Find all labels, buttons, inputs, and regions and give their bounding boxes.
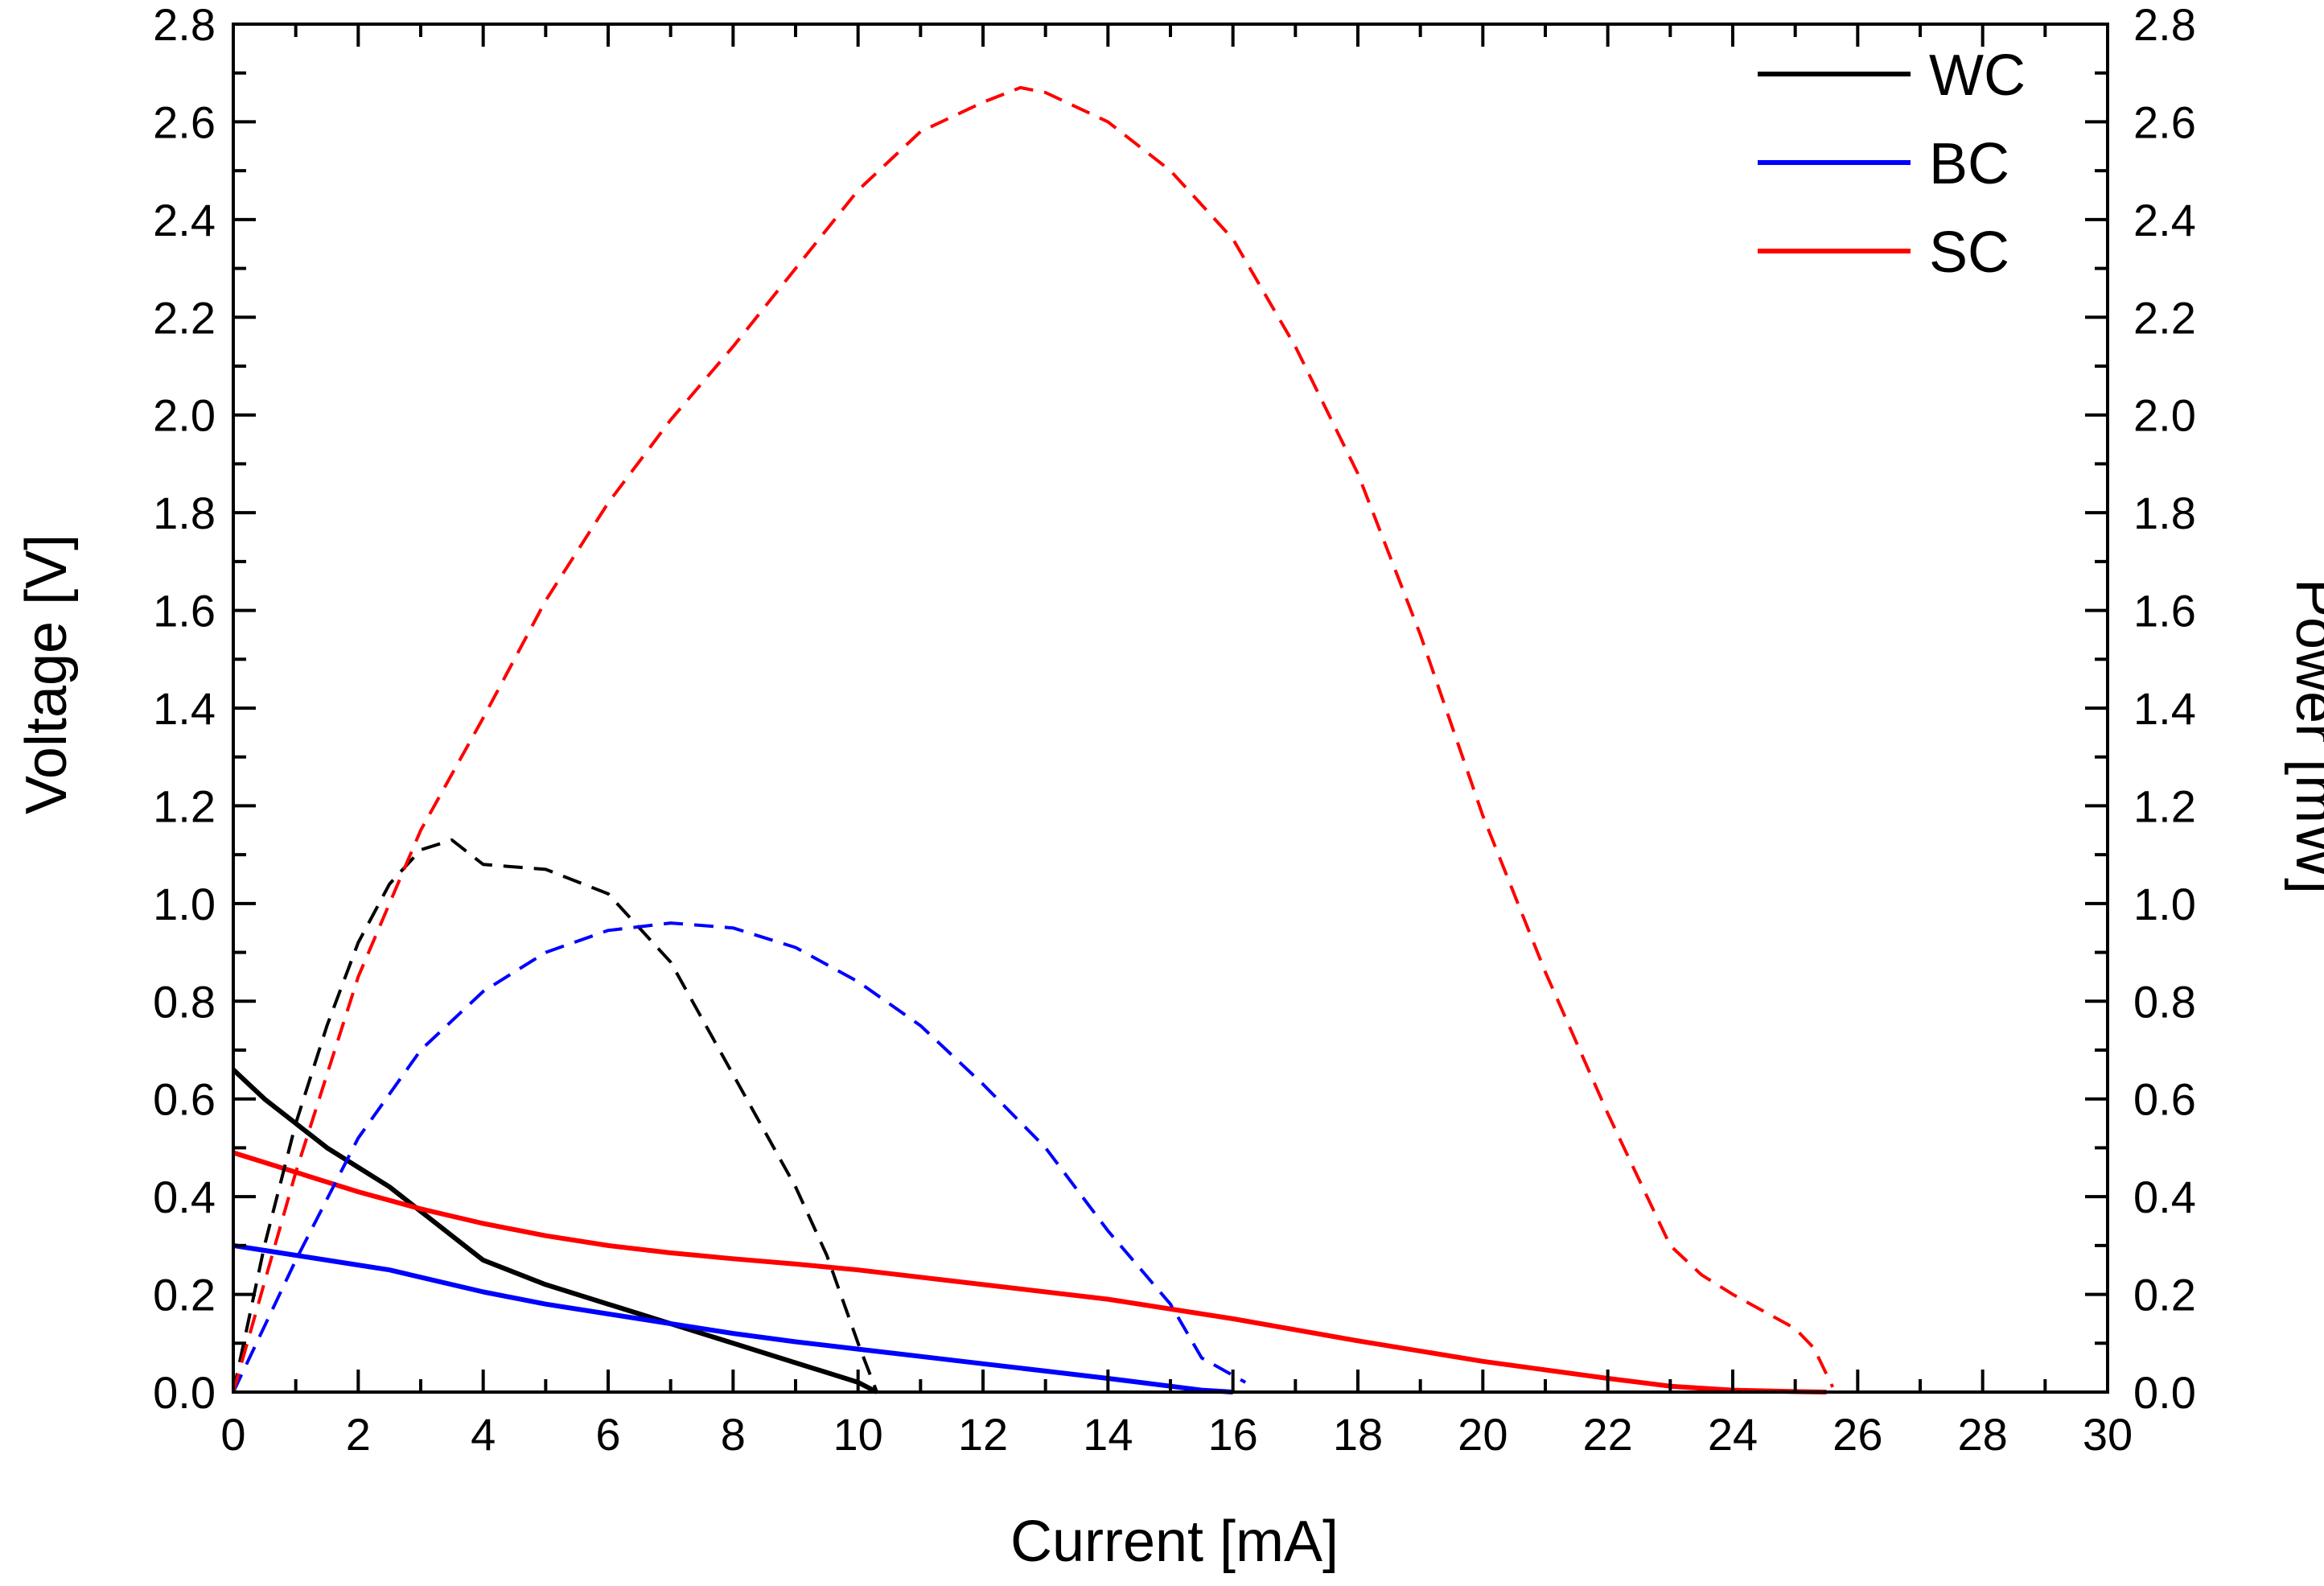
axes-layer: 0 2 4 6 8 10 12 14 16 18 20 22 24 26 28 300.0 0.00.2 0.20… <box>153 0 2196 1460</box>
x-tick-label: 18 <box>1333 1409 1383 1460</box>
y-left-tick-label: 0.2 <box>153 1270 216 1320</box>
plot-frame <box>232 23 2109 1394</box>
y-right-tick-label: 0.8 <box>2133 976 2196 1027</box>
x-tick-label: 4 <box>471 1409 496 1460</box>
y-right-tick-label: 2.8 <box>2133 0 2196 50</box>
y-right-tick-label: 0.2 <box>2133 1270 2196 1320</box>
legend-label-wc: WC <box>1929 43 2026 108</box>
series-line-sc <box>232 1150 1827 1394</box>
x-axis-title: Current [mA] <box>1010 1510 1339 1574</box>
x-tick-label: 8 <box>721 1409 746 1460</box>
y-right-tick-label: 2.4 <box>2133 195 2196 245</box>
y-right-tick-label: 1.4 <box>2133 683 2196 734</box>
y-left-tick-label: 1.6 <box>153 586 216 636</box>
y-left-tick-label: 1.2 <box>153 781 216 831</box>
y-left-tick-label: 0.6 <box>153 1074 216 1125</box>
legend: WC BC SC <box>1758 43 2026 285</box>
series-line-bc-power <box>232 921 1247 1393</box>
y-left-tick-label: 1.8 <box>153 488 216 538</box>
y-right-tick-label: 0.0 <box>2133 1367 2196 1418</box>
x-tick-label: 30 <box>2083 1409 2133 1460</box>
y-left-tick-label: 0.0 <box>153 1367 216 1418</box>
x-tick-label: 28 <box>1958 1409 2008 1460</box>
y-axis-title-right: Power [mW] <box>2284 579 2324 894</box>
series-layer <box>231 85 1835 1394</box>
x-tick-label: 10 <box>833 1409 883 1460</box>
y-right-tick-label: 2.2 <box>2133 292 2196 343</box>
x-tick-label: 26 <box>1832 1409 1882 1460</box>
y-right-tick-label: 1.0 <box>2133 879 2196 929</box>
y-left-tick-label: 1.4 <box>153 683 216 734</box>
y-right-tick-label: 2.0 <box>2133 390 2196 441</box>
x-tick-label: 14 <box>1083 1409 1133 1460</box>
y-left-tick-label: 2.2 <box>153 292 216 343</box>
x-tick-label: 12 <box>958 1409 1008 1460</box>
x-tick-label: 24 <box>1708 1409 1758 1460</box>
y-left-tick-label: 2.4 <box>153 195 216 245</box>
series-line-wc <box>231 1068 878 1394</box>
y-left-tick-label: 2.8 <box>153 0 216 50</box>
y-left-tick-label: 2.0 <box>153 390 216 441</box>
x-tick-label: 0 <box>220 1409 245 1460</box>
y-right-tick-label: 1.2 <box>2133 781 2196 831</box>
x-tick-label: 6 <box>595 1409 620 1460</box>
y-left-tick-label: 1.0 <box>153 879 216 929</box>
y-right-tick-label: 0.6 <box>2133 1074 2196 1125</box>
x-tick-label: 2 <box>346 1409 371 1460</box>
legend-label-sc: SC <box>1929 220 2009 285</box>
y-right-tick-label: 0.4 <box>2133 1172 2196 1222</box>
y-right-tick-label: 1.6 <box>2133 586 2196 636</box>
x-tick-label: 20 <box>1458 1409 1508 1460</box>
y-axis-title-left: Voltage [V] <box>14 534 79 814</box>
y-right-tick-label: 1.8 <box>2133 488 2196 538</box>
series-line-sc-power <box>232 85 1835 1393</box>
y-left-tick-label: 2.6 <box>153 97 216 147</box>
x-tick-label: 22 <box>1583 1409 1633 1460</box>
series-line-wc-power <box>232 838 878 1393</box>
y-left-tick-label: 0.8 <box>153 976 216 1027</box>
y-left-tick-label: 0.4 <box>153 1172 216 1222</box>
y-right-tick-label: 2.6 <box>2133 97 2196 147</box>
legend-label-bc: BC <box>1929 132 2009 196</box>
x-tick-label: 16 <box>1208 1409 1258 1460</box>
